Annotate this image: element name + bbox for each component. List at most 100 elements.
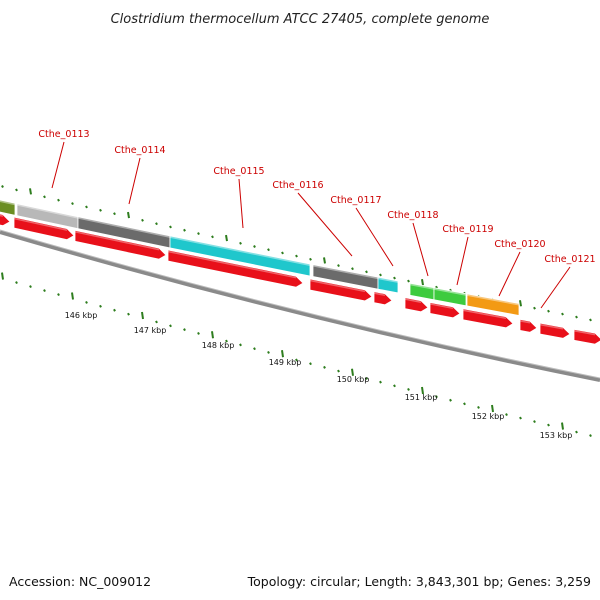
cds-arrow-sheen	[74, 231, 160, 251]
minor-tick	[211, 235, 214, 239]
kbp-label: 151 kbp	[405, 393, 438, 402]
leader-line	[498, 251, 521, 297]
minor-tick	[15, 188, 18, 192]
cds-arrow-track	[0, 213, 600, 345]
leader-line	[51, 141, 65, 189]
leader-line	[128, 157, 141, 205]
scale-minor-tick	[533, 420, 536, 424]
minor-tick	[337, 264, 340, 268]
minor-tick	[267, 248, 270, 252]
cds-arrow	[539, 322, 571, 339]
kbp-label: 148 kbp	[202, 341, 235, 350]
gene-label-cthe-0117: Cthe_0117	[330, 195, 381, 206]
scale-minor-tick	[197, 332, 200, 335]
cds-arrow	[462, 308, 514, 329]
minor-tick	[547, 309, 550, 313]
backbone-highlight	[0, 229, 600, 379]
scale-minor-tick	[519, 416, 522, 420]
gene-block-sheen	[466, 293, 520, 306]
scale-minor-tick	[267, 350, 270, 354]
gene-label-cthe-0114: Cthe_0114	[114, 145, 165, 156]
minor-tick	[183, 228, 186, 232]
cds-arrow	[13, 216, 75, 241]
kbp-label: 153 kbp	[540, 431, 573, 440]
minor-tick	[71, 202, 74, 206]
kbp-label: 150 kbp	[337, 375, 370, 384]
gene-block-cthe-0115	[169, 235, 311, 277]
major-tick	[421, 278, 424, 286]
scale-minor-tick	[29, 285, 32, 289]
cds-arrow-sheen	[404, 298, 422, 303]
cds-arrow-sheen	[429, 303, 454, 310]
scale-minor-tick	[379, 380, 382, 384]
genome-summary-text: Topology: circular; Length: 3,843,301 bp…	[247, 574, 591, 589]
cds-arrow	[404, 297, 429, 313]
scale-minor-tick	[183, 328, 186, 332]
genome-backbone	[0, 230, 600, 382]
leader-line	[355, 207, 394, 267]
minor-tick	[113, 212, 116, 216]
scale-minor-tick	[337, 369, 340, 373]
leader-line	[540, 266, 571, 309]
scale-major-tick	[141, 311, 144, 320]
minor-tick	[561, 312, 564, 316]
minor-tick	[281, 251, 284, 255]
scale-minor-tick	[575, 430, 578, 434]
scale-minor-tick	[323, 365, 326, 369]
scale-minor-tick	[57, 293, 60, 296]
minor-tick	[57, 198, 60, 202]
minor-tick	[393, 276, 396, 280]
gene-block-sheen	[312, 264, 379, 280]
scale-major-tick	[561, 422, 564, 430]
scale-minor-tick	[85, 300, 88, 304]
minor-tick	[169, 225, 172, 229]
map-title: Clostridium thermocellum ATCC 27405, com…	[111, 12, 490, 27]
scale-minor-tick	[477, 405, 480, 409]
minor-tick	[239, 241, 242, 245]
major-tick	[519, 300, 522, 307]
gene-label-cthe-0120: Cthe_0120	[494, 239, 545, 250]
scale-minor-tick	[589, 434, 592, 437]
major-tick	[323, 257, 326, 264]
cds-arrow-sheen	[0, 214, 4, 217]
scale-major-tick	[421, 386, 424, 395]
gene-feature-track	[0, 199, 520, 316]
minor-tick	[351, 267, 354, 271]
leader-line	[238, 178, 244, 229]
cds-arrow-sheen	[573, 330, 596, 336]
gene-block-cthe-0119	[433, 287, 467, 307]
cds-arrow	[573, 328, 600, 345]
scale-minor-tick	[253, 347, 256, 351]
scale-minor-tick	[225, 339, 228, 343]
scale-minor-tick	[43, 289, 46, 292]
scale-minor-tick	[547, 423, 550, 427]
cds-arrow	[167, 249, 304, 288]
gene-block-sheen	[169, 235, 311, 266]
minor-tick	[99, 208, 102, 212]
cds-arrow-sheen	[309, 279, 366, 293]
scale-minor-tick	[407, 387, 410, 391]
gene-block-sheen	[0, 199, 16, 206]
cds-arrow	[309, 278, 373, 302]
outer-tick-track	[1, 185, 592, 322]
label-leader-lines	[51, 141, 571, 309]
gene-label-cthe-0118: Cthe_0118	[387, 210, 438, 221]
cds-arrow	[373, 291, 393, 306]
scale-major-tick	[281, 350, 284, 358]
minor-tick	[365, 270, 368, 274]
gene-label-cthe-0119: Cthe_0119	[442, 224, 493, 235]
scale-minor-tick	[393, 384, 396, 388]
leader-line	[412, 222, 429, 277]
scale-minor-tick	[15, 281, 18, 285]
gene-block-cthe-0120	[466, 293, 520, 316]
minor-tick	[253, 245, 256, 248]
gene-block-cthe-0117	[377, 276, 399, 294]
cds-arrow-sheen	[519, 320, 531, 324]
minor-tick	[155, 222, 158, 226]
minor-tick	[533, 306, 536, 310]
cds-arrow	[74, 229, 167, 260]
cds-arrow-sheen	[462, 309, 507, 320]
gene-block-sheen	[433, 287, 467, 296]
gene-label-cthe-0121: Cthe_0121	[544, 254, 595, 265]
cds-arrow	[0, 213, 11, 227]
